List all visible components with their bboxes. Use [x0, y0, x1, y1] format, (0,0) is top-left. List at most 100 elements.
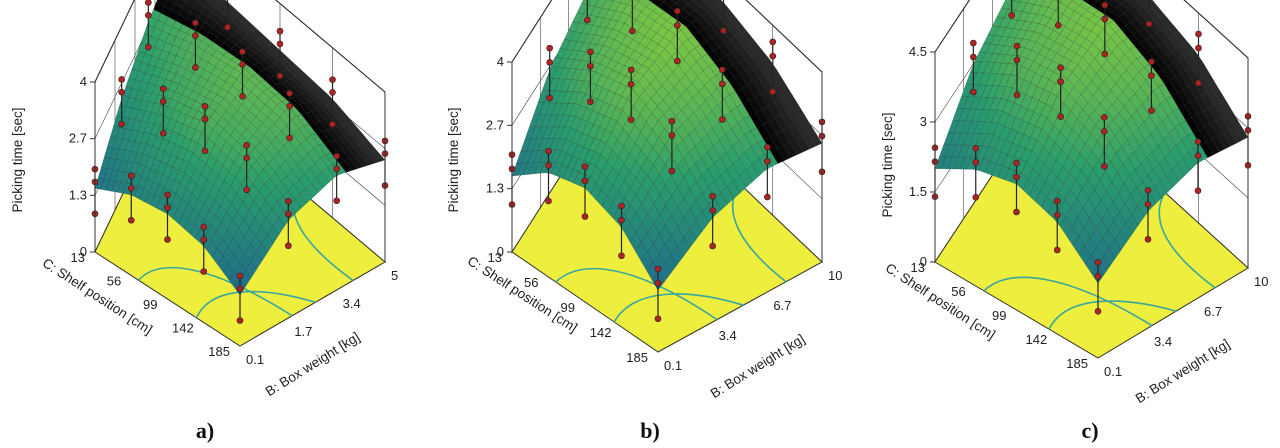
contour-line	[195, 290, 316, 319]
data-point	[201, 102, 209, 110]
y-tick-label: 142	[172, 321, 194, 336]
data-point	[654, 265, 662, 273]
surface-facet	[635, 0, 642, 2]
z-axis-label: Picking time [sec]	[446, 107, 461, 212]
data-point	[764, 193, 771, 201]
data-point	[285, 210, 292, 218]
data-point	[668, 132, 676, 139]
data-point	[587, 62, 594, 70]
y-tick-label: 13	[911, 260, 925, 275]
x-tick-label: 6.7	[1204, 304, 1222, 319]
frame-edge	[94, 0, 135, 83]
data-point	[276, 27, 284, 35]
data-point	[239, 48, 246, 56]
data-point	[1053, 211, 1061, 219]
contour-line	[137, 266, 293, 317]
surface-facet	[1082, 0, 1087, 2]
surface-facet	[770, 148, 785, 164]
data-point	[333, 197, 340, 205]
data-point	[627, 116, 635, 124]
data-point	[239, 61, 246, 68]
surface-facet	[310, 177, 325, 193]
data-point	[1101, 128, 1108, 135]
data-point	[1195, 79, 1202, 87]
surface-facet	[701, 203, 716, 224]
data-point	[1057, 113, 1064, 120]
data-point	[629, 27, 636, 35]
contour-line	[613, 293, 744, 323]
x-tick-label: 3.4	[343, 296, 361, 311]
surface-facet	[1125, 213, 1139, 234]
frame-edge	[745, 0, 823, 73]
data-point	[1194, 187, 1202, 194]
surface-facet	[349, 157, 364, 170]
data-point	[160, 98, 167, 105]
contour-line	[1158, 192, 1216, 289]
data-point	[581, 213, 589, 220]
y-tick-label: 13	[71, 250, 85, 265]
data-point	[1148, 107, 1155, 114]
frame-edge	[511, 0, 553, 63]
surface-facet	[1012, 0, 1022, 3]
y-tick-label: 99	[992, 308, 1006, 323]
response-surface	[511, 0, 823, 291]
surface-facet	[250, 252, 263, 270]
data-point	[587, 48, 594, 56]
surface-facet	[714, 192, 728, 211]
z-tick-label: 1.3	[486, 181, 504, 196]
x-axis-label: B: Box weight [kg]	[1133, 336, 1233, 406]
data-point	[764, 143, 771, 151]
surface-facet	[205, 0, 210, 3]
y-tick-label: 142	[1026, 332, 1048, 347]
data-point	[192, 64, 199, 71]
data-point	[1148, 72, 1155, 79]
data-point	[1013, 159, 1020, 167]
surface-facet	[613, 0, 623, 3]
contour-line	[555, 267, 718, 321]
data-point	[1144, 187, 1152, 194]
x-axis-label: B: Box weight [kg]	[263, 329, 363, 399]
z-tick-label: 4	[497, 54, 504, 69]
y-tick-label: 56	[524, 275, 538, 290]
data-point	[1101, 15, 1109, 23]
data-point	[236, 285, 244, 292]
x-tick-label: 10	[1254, 274, 1268, 289]
data-point	[1101, 114, 1108, 121]
data-point	[581, 177, 589, 185]
surface-facet	[321, 167, 336, 183]
data-point	[1008, 12, 1015, 19]
x-tick-label: 0.1	[246, 352, 264, 367]
surface-facet	[193, 0, 199, 3]
data-point	[236, 272, 244, 280]
design-points	[91, 0, 389, 324]
data-point	[1013, 56, 1021, 64]
data-point	[164, 236, 171, 243]
data-point	[333, 152, 340, 160]
data-point	[127, 172, 135, 179]
surface-facet	[1120, 222, 1133, 243]
data-point	[1094, 308, 1102, 315]
data-point	[769, 38, 777, 46]
data-point	[1013, 173, 1020, 181]
y-tick-label: 56	[107, 274, 121, 289]
data-point	[286, 134, 293, 142]
data-point	[545, 197, 552, 205]
chart-panel-a: 0 1.3 2.7 4 13 56 99 142 185 0.1 1.7 3.4 5 Picking ti…	[10, 0, 398, 443]
data-point	[627, 66, 635, 74]
data-point	[668, 167, 676, 175]
data-point	[333, 165, 340, 173]
surface-facet	[670, 245, 684, 266]
data-point	[1013, 208, 1020, 216]
data-point	[581, 163, 589, 170]
data-point	[285, 242, 292, 250]
panel-caption: a)	[196, 418, 214, 443]
data-point	[276, 40, 284, 48]
data-point	[200, 268, 208, 275]
data-point	[201, 147, 209, 155]
data-point	[1094, 259, 1102, 266]
data-point	[618, 252, 625, 260]
data-point	[546, 94, 553, 102]
surface-facet	[1222, 130, 1237, 147]
data-point	[145, 43, 152, 51]
